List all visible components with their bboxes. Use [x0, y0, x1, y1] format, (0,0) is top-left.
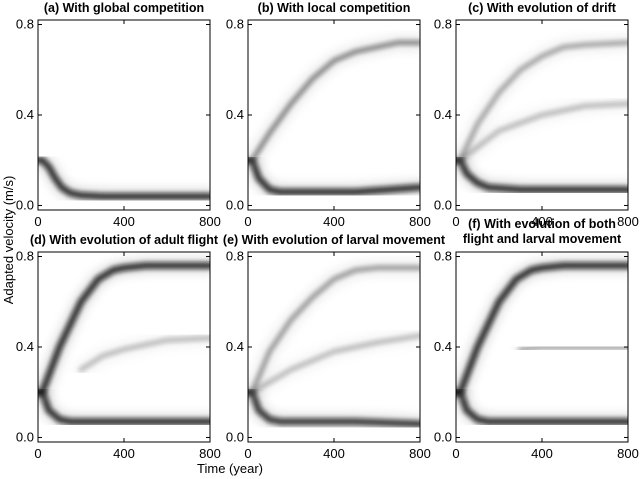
- y-tick-label: 0.0: [434, 429, 452, 444]
- panel-6: 0 400 800 0.0 0.4 0.8 (f) With evolution of bo…: [434, 217, 639, 461]
- y-tick-label: 0.8: [434, 17, 452, 32]
- panel-title: (b) With local competition: [258, 1, 411, 15]
- x-tick-label: 800: [617, 446, 639, 461]
- y-tick-label: 0.4: [434, 107, 452, 122]
- density-track-3: [248, 333, 420, 395]
- y-tick-label: 0.8: [226, 17, 244, 32]
- panel-title: flight and larval movement: [463, 232, 622, 246]
- y-tick-label: 0.4: [16, 339, 34, 354]
- density-track-2: [248, 40, 420, 163]
- y-tick-label: 0.0: [226, 429, 244, 444]
- y-tick-label: 0.8: [16, 249, 34, 264]
- density-track-2: [248, 265, 420, 395]
- x-tick-label: 400: [323, 446, 345, 461]
- x-tick-label: 400: [531, 446, 553, 461]
- density-track-3: [518, 344, 628, 352]
- y-tick-label: 0.8: [16, 17, 34, 32]
- density-halo-2: [456, 258, 628, 400]
- y-tick-label: 0.4: [16, 107, 34, 122]
- x-axis-label: Time (year): [197, 461, 263, 476]
- y-tick-label: 0.0: [434, 197, 452, 212]
- x-tick-label: 800: [409, 214, 431, 229]
- x-tick-label: 0: [452, 446, 459, 461]
- panel-2: 0 400 800 0.0 0.4 0.8 (b) With local competiti…: [226, 1, 431, 229]
- density-track-3: [456, 101, 628, 163]
- density-track-2: [38, 262, 210, 396]
- x-tick-label: 0: [34, 446, 41, 461]
- y-tick-label: 0.8: [434, 249, 452, 264]
- panel-title: (f) With evolution of both: [468, 217, 616, 231]
- y-tick-label: 0.0: [16, 429, 34, 444]
- y-tick-label: 0.0: [226, 197, 244, 212]
- density-track-2: [456, 262, 628, 396]
- x-tick-label: 800: [199, 446, 221, 461]
- x-tick-label: 0: [244, 214, 251, 229]
- x-tick-label: 400: [531, 214, 553, 229]
- y-tick-label: 0.4: [434, 339, 452, 354]
- panel-title: (d) With evolution of adult flight: [30, 233, 219, 247]
- density-halo-2: [38, 258, 210, 400]
- density-track-1: [38, 156, 210, 200]
- y-tick-label: 0.0: [16, 197, 34, 212]
- panel-3: 0 400 800 0.0 0.4 0.8 (c) With evolution of dr…: [434, 1, 639, 229]
- panel-title: (a) With global competition: [44, 1, 204, 15]
- x-tick-label: 400: [323, 214, 345, 229]
- panel-4: 0 400 800 0.0 0.4 0.8 (d) With evolution of ad…: [16, 233, 221, 461]
- panel-title: (e) With evolution of larval movement: [223, 233, 446, 247]
- x-tick-label: 800: [199, 214, 221, 229]
- density-track-3: [78, 335, 210, 373]
- x-tick-label: 400: [113, 214, 135, 229]
- y-axis-label: Adapted velocity (m/s): [1, 176, 16, 305]
- panel-title: (c) With evolution of drift: [468, 1, 617, 15]
- y-tick-label: 0.4: [226, 339, 244, 354]
- x-tick-label: 800: [617, 214, 639, 229]
- panel-5: 0 400 800 0.0 0.4 0.8 (e) With evolution of la…: [223, 233, 446, 461]
- x-tick-label: 800: [409, 446, 431, 461]
- x-tick-label: 400: [113, 446, 135, 461]
- x-tick-label: 0: [244, 446, 251, 461]
- x-tick-label: 0: [452, 214, 459, 229]
- panel-1: 0 400 800 0.0 0.4 0.8 (a) With global competit…: [16, 1, 221, 229]
- x-tick-label: 0: [34, 214, 41, 229]
- y-tick-label: 0.8: [226, 249, 244, 264]
- y-tick-label: 0.4: [226, 107, 244, 122]
